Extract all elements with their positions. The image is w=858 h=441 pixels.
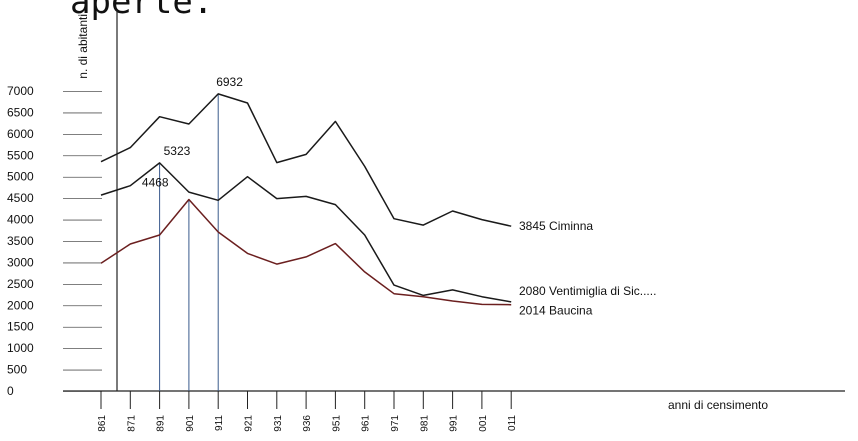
x-axis-title: anni di censimento	[668, 398, 768, 412]
y-axis-title: n. di abitanti	[76, 14, 90, 79]
y-tick-label: 1000	[7, 341, 34, 355]
x-tick-label: 871	[126, 415, 137, 432]
x-tick-label: 891	[156, 415, 167, 432]
series-label: 3845 Ciminna	[519, 219, 593, 233]
y-tick-label: 7000	[7, 84, 34, 98]
chart-labels: 3845 Ciminna 2080 Ventimiglia di Sic.....…	[142, 75, 657, 318]
annotation-label: 6932	[216, 75, 243, 89]
series-label: 2014 Baucina	[519, 304, 593, 318]
x-tick-label: 011	[507, 415, 518, 431]
y-tick-label: 500	[7, 363, 27, 377]
x-tick-label: 961	[361, 415, 372, 432]
x-tick-label: 901	[185, 415, 196, 432]
series-line	[100, 198, 512, 306]
x-tick-label: 921	[244, 415, 255, 432]
y-tick-label: 2500	[7, 277, 34, 291]
y-tick-label: 4000	[7, 213, 34, 227]
y-tick-label: 3500	[7, 234, 34, 248]
y-tick-label: 4500	[7, 191, 34, 205]
series-label: 2080 Ventimiglia di Sic.....	[519, 284, 656, 298]
x-tick-label: 931	[273, 415, 284, 432]
x-tick-label: 911	[214, 415, 225, 431]
y-tick-label: 3000	[7, 255, 34, 269]
reference-lines	[159, 93, 219, 391]
x-tick-label: 951	[331, 415, 342, 432]
x-tick-label: 001	[478, 415, 489, 432]
annotation-label: 4468	[142, 176, 169, 190]
x-tick-label: 861	[97, 415, 108, 432]
annotation-label: 5323	[164, 144, 191, 158]
y-tick-label: 1500	[7, 320, 34, 334]
y-tick-label: 0	[7, 384, 14, 398]
y-tick-label: 2000	[7, 298, 34, 312]
header-text: aperte.	[70, 0, 214, 22]
y-tick-label: 5500	[7, 148, 34, 162]
x-tick-label: 991	[449, 415, 460, 432]
series-line	[100, 162, 512, 303]
x-tick-label: 936	[302, 415, 313, 432]
y-tick-label: 6500	[7, 105, 34, 119]
series-line	[100, 93, 512, 227]
chart-series	[100, 93, 512, 306]
chart-axes: 7000650060005500500045004000350030002500…	[7, 10, 845, 432]
x-tick-label: 971	[390, 415, 401, 432]
y-tick-label: 5000	[7, 170, 34, 184]
x-tick-label: 981	[419, 415, 430, 432]
y-tick-label: 6000	[7, 127, 34, 141]
